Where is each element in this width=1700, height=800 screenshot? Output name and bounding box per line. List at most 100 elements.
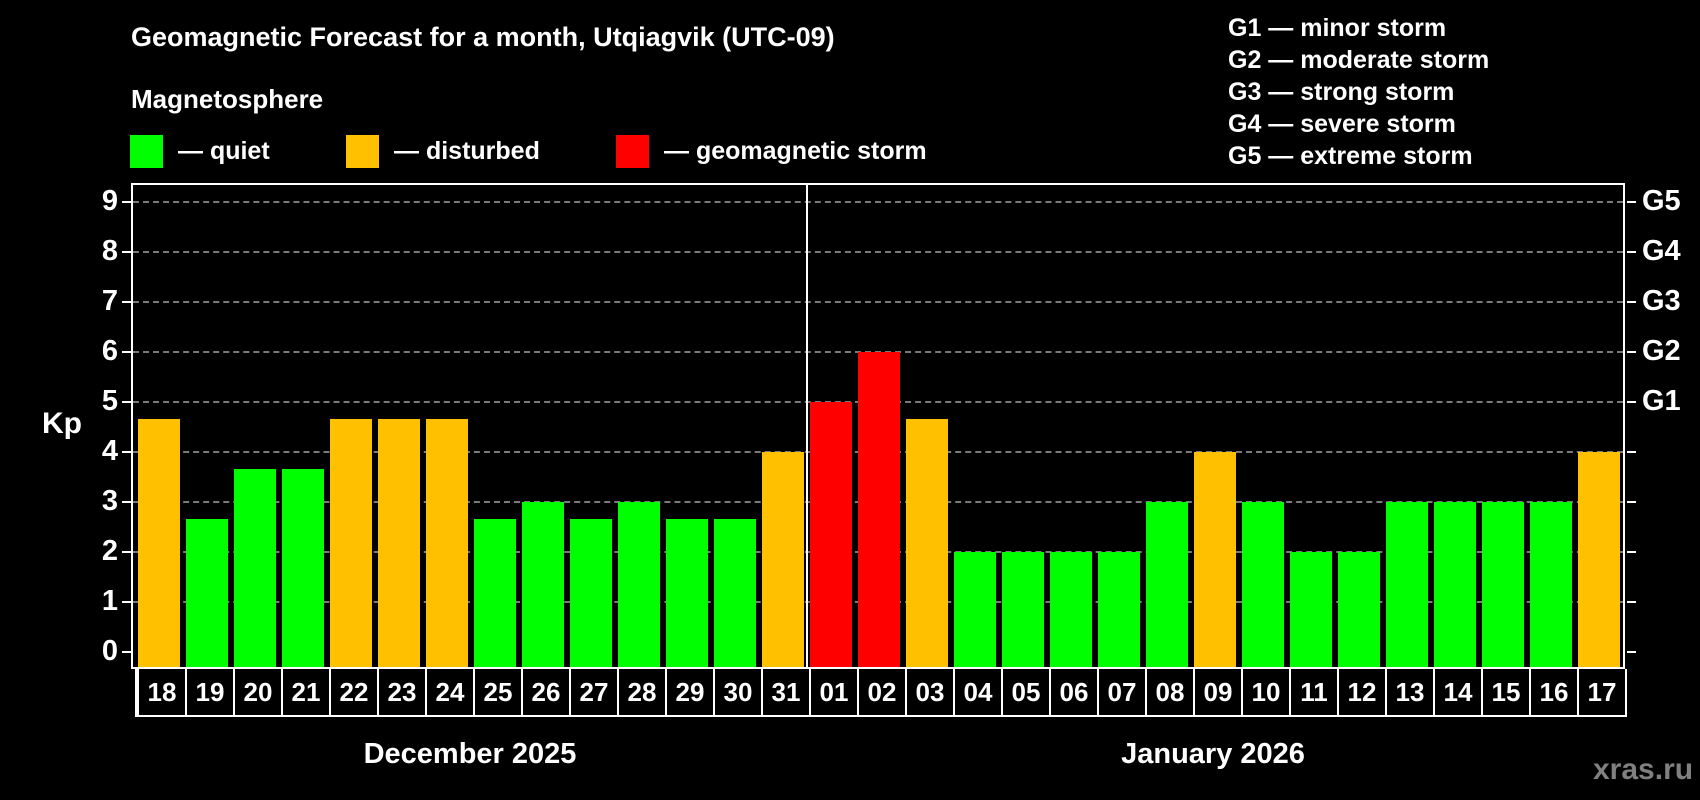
y-tick-label: 4 xyxy=(101,435,118,467)
kp-bar-quiet xyxy=(1290,552,1332,668)
date-cell: 17 xyxy=(1577,669,1625,715)
y-tick-right xyxy=(1627,251,1636,253)
y-tick xyxy=(122,401,131,403)
kp-bar-disturbed xyxy=(1578,452,1620,668)
kp-bar-quiet xyxy=(1050,552,1092,668)
kp-bar-storm xyxy=(858,352,900,668)
date-cell: 12 xyxy=(1337,669,1385,715)
legend-swatch-quiet xyxy=(130,135,163,168)
kp-bar-quiet xyxy=(282,469,324,668)
plot-frame xyxy=(131,183,1625,669)
date-axis: 18 19 20 21 22 23 24 25 26 27 28 29 30 31 01 02 03 04 05 06… xyxy=(135,669,1627,717)
kp-bar-disturbed xyxy=(138,419,180,668)
y-tick-right xyxy=(1627,551,1636,553)
y-tick xyxy=(122,201,131,203)
legend-label-quiet: — quiet xyxy=(178,137,270,165)
date-cell: 21 xyxy=(281,669,329,715)
kp-bar-quiet xyxy=(570,519,612,668)
date-cell: 09 xyxy=(1193,669,1241,715)
kp-bar-disturbed xyxy=(378,419,420,668)
kp-bar-quiet xyxy=(1386,502,1428,668)
y-tick xyxy=(122,301,131,303)
legend-swatch-storm xyxy=(616,135,649,168)
legend-storm: — geomagnetic storm xyxy=(616,135,927,168)
kp-bar-quiet xyxy=(234,469,276,668)
g-legend-item: G3 — strong storm xyxy=(1228,78,1455,106)
y-tick xyxy=(122,251,131,253)
chart-title: Geomagnetic Forecast for a month, Utqiag… xyxy=(131,22,835,52)
gridline xyxy=(133,301,1623,303)
legend-swatch-disturbed xyxy=(346,135,379,168)
date-cell: 25 xyxy=(473,669,521,715)
kp-bar-disturbed xyxy=(330,419,372,668)
date-cell: 27 xyxy=(569,669,617,715)
kp-bar-disturbed xyxy=(906,419,948,668)
date-cell: 15 xyxy=(1481,669,1529,715)
y-tick xyxy=(122,601,131,603)
kp-bar-quiet xyxy=(1242,502,1284,668)
y-tick-label: 3 xyxy=(101,485,118,517)
date-cell: 03 xyxy=(905,669,953,715)
g-level-label: G1 xyxy=(1642,385,1681,417)
y-tick-label: 2 xyxy=(101,535,118,567)
date-cell: 18 xyxy=(137,669,185,715)
y-tick-right xyxy=(1627,301,1636,303)
date-cell: 08 xyxy=(1145,669,1193,715)
date-cell: 01 xyxy=(809,669,857,715)
date-cell: 16 xyxy=(1529,669,1577,715)
g-level-label: G2 xyxy=(1642,335,1681,367)
date-cell: 31 xyxy=(761,669,809,715)
date-cell: 20 xyxy=(233,669,281,715)
g-level-label: G5 xyxy=(1642,185,1681,217)
date-cell: 30 xyxy=(713,669,761,715)
legend-label-disturbed: — disturbed xyxy=(394,137,540,165)
kp-bar-quiet xyxy=(1530,502,1572,668)
date-cell: 11 xyxy=(1289,669,1337,715)
kp-bar-quiet xyxy=(186,519,228,668)
date-cell: 14 xyxy=(1433,669,1481,715)
kp-bar-quiet xyxy=(474,519,516,668)
kp-bar-disturbed xyxy=(1194,452,1236,668)
date-cell: 19 xyxy=(185,669,233,715)
legend-subtitle: Magnetosphere xyxy=(131,84,324,114)
date-cell: 02 xyxy=(857,669,905,715)
date-cell: 23 xyxy=(377,669,425,715)
date-cell: 05 xyxy=(1001,669,1049,715)
y-tick-right xyxy=(1627,451,1636,453)
g-legend-item: G1 — minor storm xyxy=(1228,14,1447,42)
y-tick xyxy=(122,651,131,653)
legend-quiet: — quiet xyxy=(130,135,270,168)
date-cell: 07 xyxy=(1097,669,1145,715)
g-scale-legend: G1 — minor storm G2 — moderate storm G3 … xyxy=(1228,12,1489,172)
kp-bar-quiet xyxy=(1482,502,1524,668)
y-tick-right xyxy=(1627,501,1636,503)
date-cell: 13 xyxy=(1385,669,1433,715)
kp-bar-quiet xyxy=(666,519,708,668)
date-cell: 24 xyxy=(425,669,473,715)
watermark: xras.ru xyxy=(1593,753,1694,786)
y-tick-right xyxy=(1627,201,1636,203)
month-label-december: December 2025 xyxy=(363,738,577,770)
g-legend-item: G4 — severe storm xyxy=(1228,110,1456,138)
y-tick-right xyxy=(1627,401,1636,403)
gridline xyxy=(133,251,1623,253)
kp-bar-quiet xyxy=(522,502,564,668)
gridline xyxy=(133,201,1623,203)
month-divider xyxy=(806,185,808,669)
kp-bar-quiet xyxy=(1434,502,1476,668)
kp-bar-quiet xyxy=(1146,502,1188,668)
legend-label-storm: — geomagnetic storm xyxy=(664,137,927,165)
g-level-label: G4 xyxy=(1642,235,1681,267)
date-cell: 28 xyxy=(617,669,665,715)
y-tick xyxy=(122,351,131,353)
y-tick-label: 7 xyxy=(101,285,118,317)
date-cell: 04 xyxy=(953,669,1001,715)
y-axis-label: Kp xyxy=(42,407,82,440)
date-cell: 29 xyxy=(665,669,713,715)
y-tick-right xyxy=(1627,351,1636,353)
g-legend-item: G5 — extreme storm xyxy=(1228,142,1473,170)
legend-disturbed: — disturbed xyxy=(346,135,540,168)
y-tick xyxy=(122,501,131,503)
y-tick-label: 5 xyxy=(101,385,118,417)
y-tick xyxy=(122,451,131,453)
